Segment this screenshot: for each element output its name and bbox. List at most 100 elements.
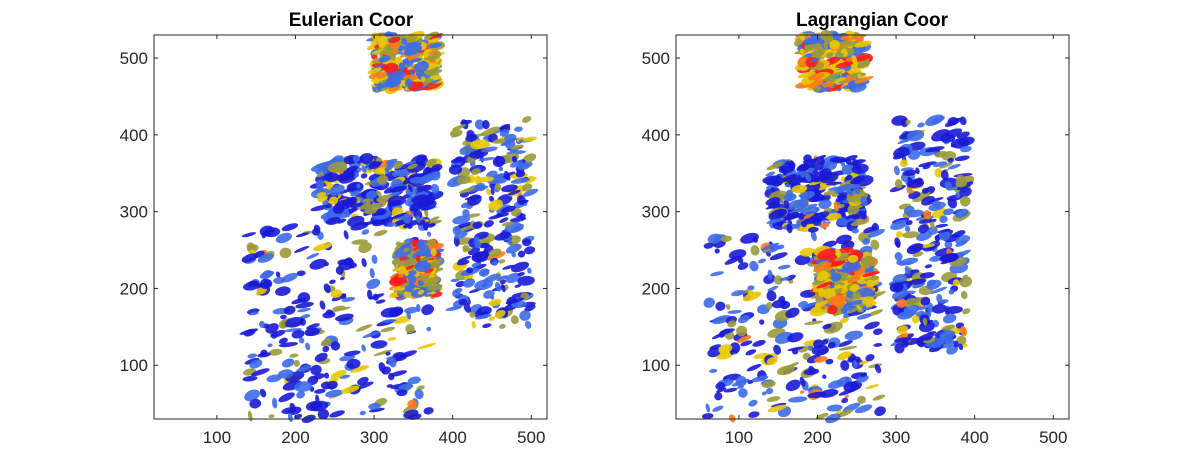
field-cell: [820, 222, 830, 229]
field-cell: [361, 165, 367, 173]
field-cell: [380, 76, 389, 81]
lagrangian-x-axis: 100 200 300 400 500: [725, 35, 1067, 447]
field-cell: [766, 357, 778, 366]
field-cell: [311, 228, 321, 236]
field-cell: [304, 327, 320, 337]
field-cell: [510, 144, 524, 150]
field-cell: [414, 261, 431, 273]
field-cell: [462, 247, 472, 253]
field-cell: [326, 380, 338, 390]
field-cell: [281, 223, 299, 232]
field-cell: [416, 385, 425, 391]
field-cell: [524, 246, 536, 255]
field-cell: [248, 311, 259, 316]
field-cell: [332, 305, 345, 311]
field-cell: [715, 301, 726, 311]
field-cell: [330, 341, 341, 351]
field-cell: [767, 285, 779, 292]
field-cell: [785, 379, 801, 392]
field-cell: [408, 39, 416, 43]
field-cell: [455, 280, 465, 288]
field-cell: [335, 266, 344, 275]
field-cell: [351, 239, 368, 245]
field-cell: [767, 269, 773, 280]
field-cell: [476, 176, 495, 183]
field-cell: [416, 240, 428, 246]
field-cell: [737, 256, 744, 264]
field-cell: [329, 279, 336, 285]
field-cell: [934, 234, 940, 242]
field-cell: [315, 244, 332, 251]
field-cell: [773, 344, 782, 355]
field-cell: [804, 320, 824, 325]
field-cell: [841, 307, 848, 315]
field-cell: [791, 184, 808, 194]
field-cell: [873, 343, 883, 347]
field-cell: [458, 298, 467, 306]
field-cell: [851, 61, 859, 68]
field-cell: [393, 316, 412, 324]
field-cell: [714, 392, 723, 401]
field-cell: [487, 248, 502, 258]
field-cell: [779, 300, 791, 310]
field-cell: [840, 34, 850, 41]
field-cell: [392, 161, 403, 169]
field-cell: [920, 296, 931, 306]
field-cell: [448, 164, 463, 175]
field-cell: [806, 167, 815, 173]
field-cell: [519, 310, 531, 321]
field-cell: [854, 40, 872, 48]
field-cell: [511, 261, 529, 273]
field-cell: [854, 75, 874, 84]
field-cell: [450, 157, 465, 164]
field-cell: [420, 76, 426, 82]
field-cell: [960, 291, 968, 300]
field-cell: [924, 264, 933, 269]
field-cell: [387, 222, 395, 228]
field-cell: [943, 208, 954, 216]
field-cell: [515, 170, 526, 178]
field-cell: [367, 289, 373, 300]
field-cell: [926, 302, 934, 313]
field-cell: [385, 78, 402, 88]
y-tick-label: 200: [120, 279, 148, 298]
field-cell: [405, 324, 415, 334]
field-cell: [346, 358, 361, 369]
field-cell: [482, 323, 492, 328]
field-cell: [932, 161, 948, 168]
field-cell: [381, 319, 397, 323]
field-cell: [522, 136, 537, 142]
field-cell: [778, 295, 786, 303]
field-cell: [338, 258, 355, 271]
field-cell: [870, 239, 880, 250]
field-cell: [740, 340, 753, 347]
y-tick-label: 400: [642, 126, 670, 145]
field-cell: [844, 394, 849, 399]
field-cell: [712, 405, 724, 412]
field-cell: [340, 293, 347, 300]
field-cell: [848, 82, 857, 91]
field-cell: [242, 375, 258, 382]
field-cell: [341, 385, 360, 394]
field-cell: [776, 208, 785, 217]
field-cell: [872, 394, 886, 401]
field-cell: [834, 284, 842, 289]
field-cell: [931, 304, 947, 314]
lagrangian-title: Lagrangian Coor: [796, 10, 949, 31]
eulerian-field: [239, 31, 539, 423]
field-cell: [494, 281, 502, 292]
field-cell: [409, 176, 425, 184]
field-cell: [804, 217, 821, 225]
x-tick-label: 500: [517, 428, 545, 447]
field-cell: [736, 325, 748, 337]
field-cell: [306, 252, 320, 260]
field-cell: [917, 224, 929, 234]
field-cell: [929, 286, 948, 295]
field-cell: [482, 135, 489, 140]
field-cell: [491, 260, 498, 266]
field-cell: [378, 55, 392, 63]
field-cell: [372, 293, 379, 301]
field-cell: [426, 231, 432, 237]
field-cell: [846, 193, 852, 203]
field-cell: [833, 184, 853, 194]
